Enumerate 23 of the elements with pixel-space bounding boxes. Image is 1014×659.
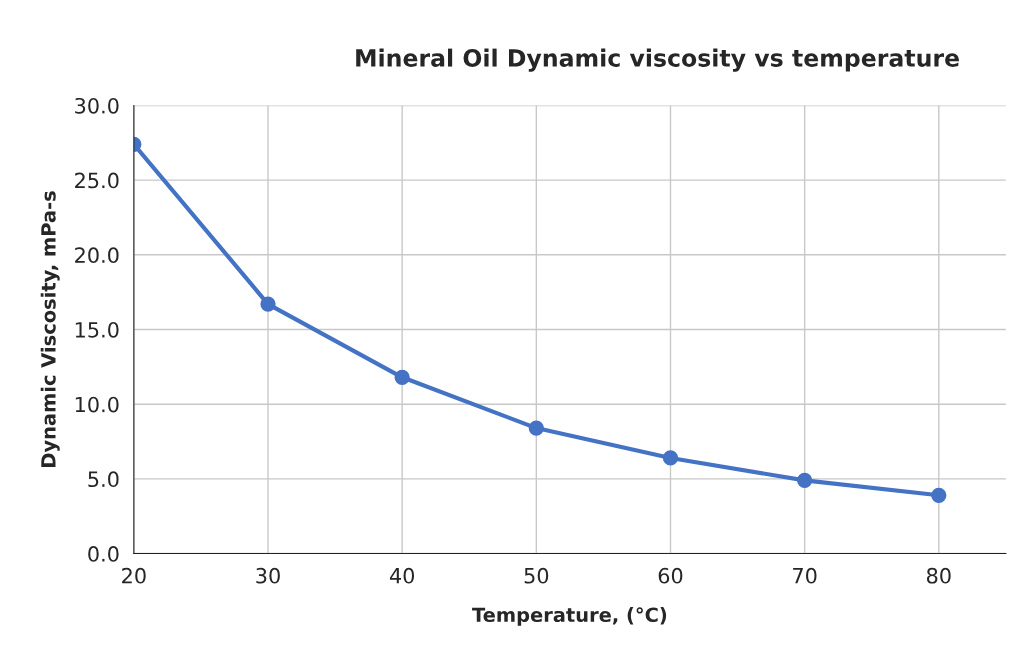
- x-tick-label: 40: [389, 567, 415, 584]
- point: [662, 450, 679, 466]
- x-tick-label: 30: [256, 567, 280, 584]
- point: [260, 296, 276, 312]
- point: [528, 420, 544, 436]
- x-tick-label: 60: [658, 567, 683, 584]
- y-tick-label: 15.0: [75, 321, 119, 338]
- y-axis-title: Dynamic Viscosity, mPa-s: [40, 191, 60, 467]
- x-tick-label: 20: [122, 567, 146, 584]
- point: [797, 472, 813, 489]
- y-tick-label: 25.0: [75, 172, 119, 189]
- y-tick-label: 30.0: [75, 97, 119, 114]
- chart-title: Mineral Oil Dynamic viscosity vs temperature: [356, 48, 959, 72]
- y-tick-label: 10.0: [75, 396, 119, 413]
- x-axis-title: Temperature, (°C): [472, 607, 667, 626]
- y-tick-label: 20.0: [75, 247, 119, 264]
- y-tick-label: 5.0: [88, 471, 119, 488]
- x-tick-label: 50: [524, 567, 549, 584]
- x-tick-label: 70: [793, 567, 817, 584]
- x-tick-label: 80: [926, 567, 951, 584]
- point: [931, 487, 947, 503]
- point: [394, 369, 410, 385]
- y-tick-label: 0.0: [88, 546, 119, 562]
